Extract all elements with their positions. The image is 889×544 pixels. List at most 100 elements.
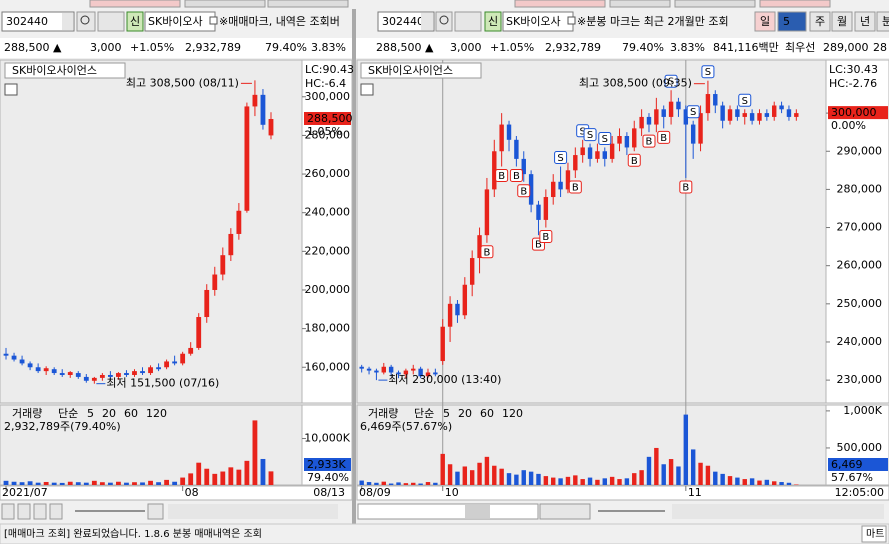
tab[interactable] [759,0,831,8]
period-button[interactable] [831,11,853,32]
checkbox[interactable] [209,16,218,25]
forward-button[interactable] [49,503,63,520]
tab[interactable] [609,0,671,8]
volume-bar [75,482,81,485]
current-price-box [828,106,888,120]
volume-bar [536,473,541,485]
volume-bar [381,481,386,485]
trade-mark-box [598,131,612,145]
trade-mark-box [642,134,656,148]
volume-bar [713,471,718,485]
candle-body [180,353,186,364]
trade-mark-box [738,93,752,107]
period-button[interactable] [809,11,831,32]
candle-body [188,347,194,354]
play-button[interactable] [1,503,15,520]
volume-bar [609,476,615,485]
play-buttons[interactable] [539,503,591,520]
volume-bar [521,470,526,485]
toolbar-icons[interactable] [168,504,338,519]
volume-bar [757,480,762,485]
candle-body [543,197,549,220]
period-button[interactable] [876,11,889,32]
volume-bar [172,481,178,485]
volume-bar [268,471,274,485]
trade-mark-label: S [602,134,608,145]
search-button[interactable] [76,11,96,32]
status-button[interactable] [861,525,887,543]
trade-mark-box [679,180,693,194]
trade-mark-box [701,65,715,79]
scroll-thumb[interactable] [465,505,490,518]
calendar-icon[interactable] [4,83,18,96]
trade-mark-box [517,184,531,198]
volume-bar [573,475,578,485]
candle-body [514,139,519,159]
period-button[interactable] [754,11,776,32]
volume-bar [107,482,113,485]
candle-body [403,370,409,375]
checkbox[interactable] [567,16,576,25]
trade-mark-label: B [631,156,638,167]
rewind-button[interactable] [17,503,31,520]
candle-body [11,355,17,360]
period-button[interactable] [854,11,876,32]
badge [126,11,144,32]
sound-button[interactable] [454,11,482,32]
search-button[interactable] [435,11,453,32]
y-tick-label: 1,000K [843,404,882,417]
low-label: 최저 151,500 (07/16) [106,377,219,390]
code-input[interactable] [377,11,435,32]
candle-body [220,255,226,275]
candle-body [140,371,145,374]
candle-body [228,233,234,256]
candle-body [735,109,740,117]
candle-body [99,374,105,378]
price-plot [0,59,303,404]
volume-bar [425,482,431,485]
stop-button[interactable] [33,503,47,520]
ma-period: 5 [443,407,450,420]
candle-body [43,368,49,372]
trade-mark-box [539,230,553,244]
candle-body [252,94,258,107]
volume-bar [683,414,689,485]
candle-body [565,170,571,190]
tab[interactable] [89,0,181,8]
dropdown[interactable] [421,13,433,30]
dropdown[interactable] [62,13,73,30]
quote-item: 28 [873,41,887,54]
right-controls [356,502,889,522]
volume-bar [617,479,622,485]
candle-body [244,106,250,211]
volume-bar [91,480,97,485]
scrollbar[interactable] [357,503,539,520]
quote-item: 289,000 [823,41,869,54]
tool-button[interactable] [147,503,164,520]
candle-body [580,147,585,156]
candle-body [668,101,674,117]
tab[interactable] [514,0,606,8]
toolbar-icons[interactable] [672,504,884,519]
sound-button[interactable] [97,11,125,32]
stock-code: 302440 [6,15,48,28]
tab[interactable] [674,0,756,8]
code-input[interactable] [1,11,75,32]
ma-period: 120 [146,407,167,420]
period-button[interactable] [777,11,807,32]
tab[interactable] [184,0,266,8]
tab[interactable] [267,0,349,8]
trade-mark-label: S [742,96,748,107]
candle-body [558,181,563,190]
candle-body [492,151,497,190]
trade-mark-label: S [668,77,674,88]
volume-bar [462,466,468,485]
ma-type: 단순 [58,407,78,420]
trade-mark-box [495,169,509,183]
trade-mark-box [627,153,641,167]
chart-title-box [360,62,482,79]
quote-row [0,38,352,58]
calendar-icon[interactable] [360,83,374,96]
candle-body [204,289,210,318]
volume-bar [3,480,9,485]
